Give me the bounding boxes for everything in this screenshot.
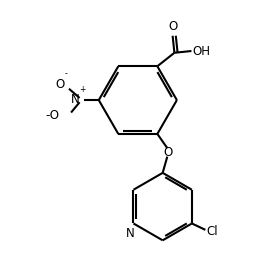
Text: -: -	[65, 69, 68, 78]
Text: O: O	[169, 20, 178, 33]
Text: N: N	[71, 93, 80, 106]
Text: +: +	[80, 85, 86, 94]
Text: O: O	[164, 146, 173, 159]
Text: N: N	[126, 227, 135, 240]
Text: O: O	[55, 78, 65, 91]
Text: -O: -O	[46, 109, 60, 122]
Text: Cl: Cl	[207, 225, 218, 238]
Text: OH: OH	[192, 44, 210, 58]
